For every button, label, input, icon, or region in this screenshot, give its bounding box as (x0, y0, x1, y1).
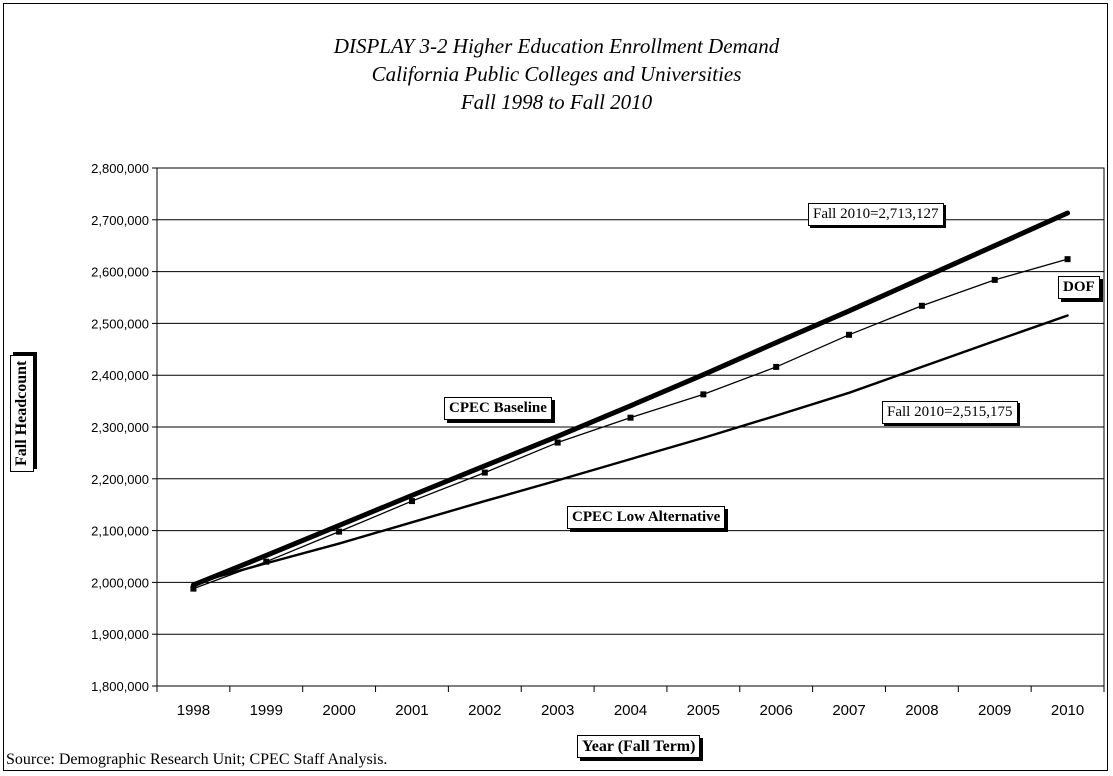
y-tick-label: 2,500,000 (91, 316, 149, 331)
data-point (408, 498, 415, 505)
data-point (481, 469, 488, 476)
x-tick-label: 1999 (250, 702, 283, 719)
x-tick-label: 1998 (177, 702, 210, 719)
x-axis-label: Year (Fall Term) (577, 735, 701, 758)
data-point (700, 391, 707, 398)
low-series-label: CPEC Low Alternative (567, 506, 726, 529)
dof-series-label: DOF (1058, 276, 1100, 299)
x-tick-label: 2006 (760, 702, 793, 719)
y-tick-label: 2,200,000 (91, 472, 149, 487)
x-tick-label: 2005 (687, 702, 720, 719)
chart-subtitle-line-1: California Public Colleges and Universit… (371, 62, 742, 86)
plot-area (156, 167, 1105, 687)
data-point (554, 439, 561, 446)
x-tick-label: 2004 (614, 702, 647, 719)
baseline-series-label: CPEC Baseline (444, 397, 552, 420)
data-point (263, 558, 270, 565)
low-end-annotation: Fall 2010=2,515,175 (882, 401, 1018, 424)
data-point (918, 302, 925, 309)
x-tick-label: 2010 (1051, 702, 1084, 719)
x-tick-label: 2003 (541, 702, 574, 719)
chart-title: DISPLAY 3-2 Higher Education Enrollment … (333, 34, 780, 58)
data-point (336, 528, 343, 535)
series-line-2 (192, 314, 1069, 585)
data-point (846, 331, 853, 338)
data-point (991, 276, 998, 283)
y-tick-label: 2,700,000 (91, 213, 149, 228)
chart-subtitle-line-2: Fall 1998 to Fall 2010 (460, 90, 653, 114)
chart-frame (3, 3, 1108, 771)
x-tick-label: 2000 (322, 702, 355, 719)
x-tick-label: 2001 (395, 702, 428, 719)
x-tick-label: 2002 (468, 702, 501, 719)
y-tick-label: 2,300,000 (91, 420, 149, 435)
baseline-end-annotation: Fall 2010=2,713,127 (808, 203, 944, 226)
x-tick-label: 2009 (978, 702, 1011, 719)
series-line-0 (190, 210, 1071, 588)
y-tick-label: 1,800,000 (91, 679, 149, 694)
x-tick-label: 2008 (905, 702, 938, 719)
y-tick-label: 2,600,000 (91, 265, 149, 280)
x-tick-label: 2007 (832, 702, 865, 719)
y-tick-label: 2,100,000 (91, 524, 149, 539)
data-point (190, 585, 197, 592)
source-note: Source: Demographic Research Unit; CPEC … (6, 751, 388, 768)
data-point (773, 363, 780, 370)
data-point (1064, 256, 1071, 263)
data-point (627, 414, 634, 421)
y-tick-label: 2,400,000 (91, 368, 149, 383)
y-tick-label: 1,900,000 (91, 627, 149, 642)
y-tick-label: 2,800,000 (91, 161, 149, 176)
y-axis-label: Fall Headcount (10, 332, 40, 472)
y-tick-label: 2,000,000 (91, 575, 149, 590)
